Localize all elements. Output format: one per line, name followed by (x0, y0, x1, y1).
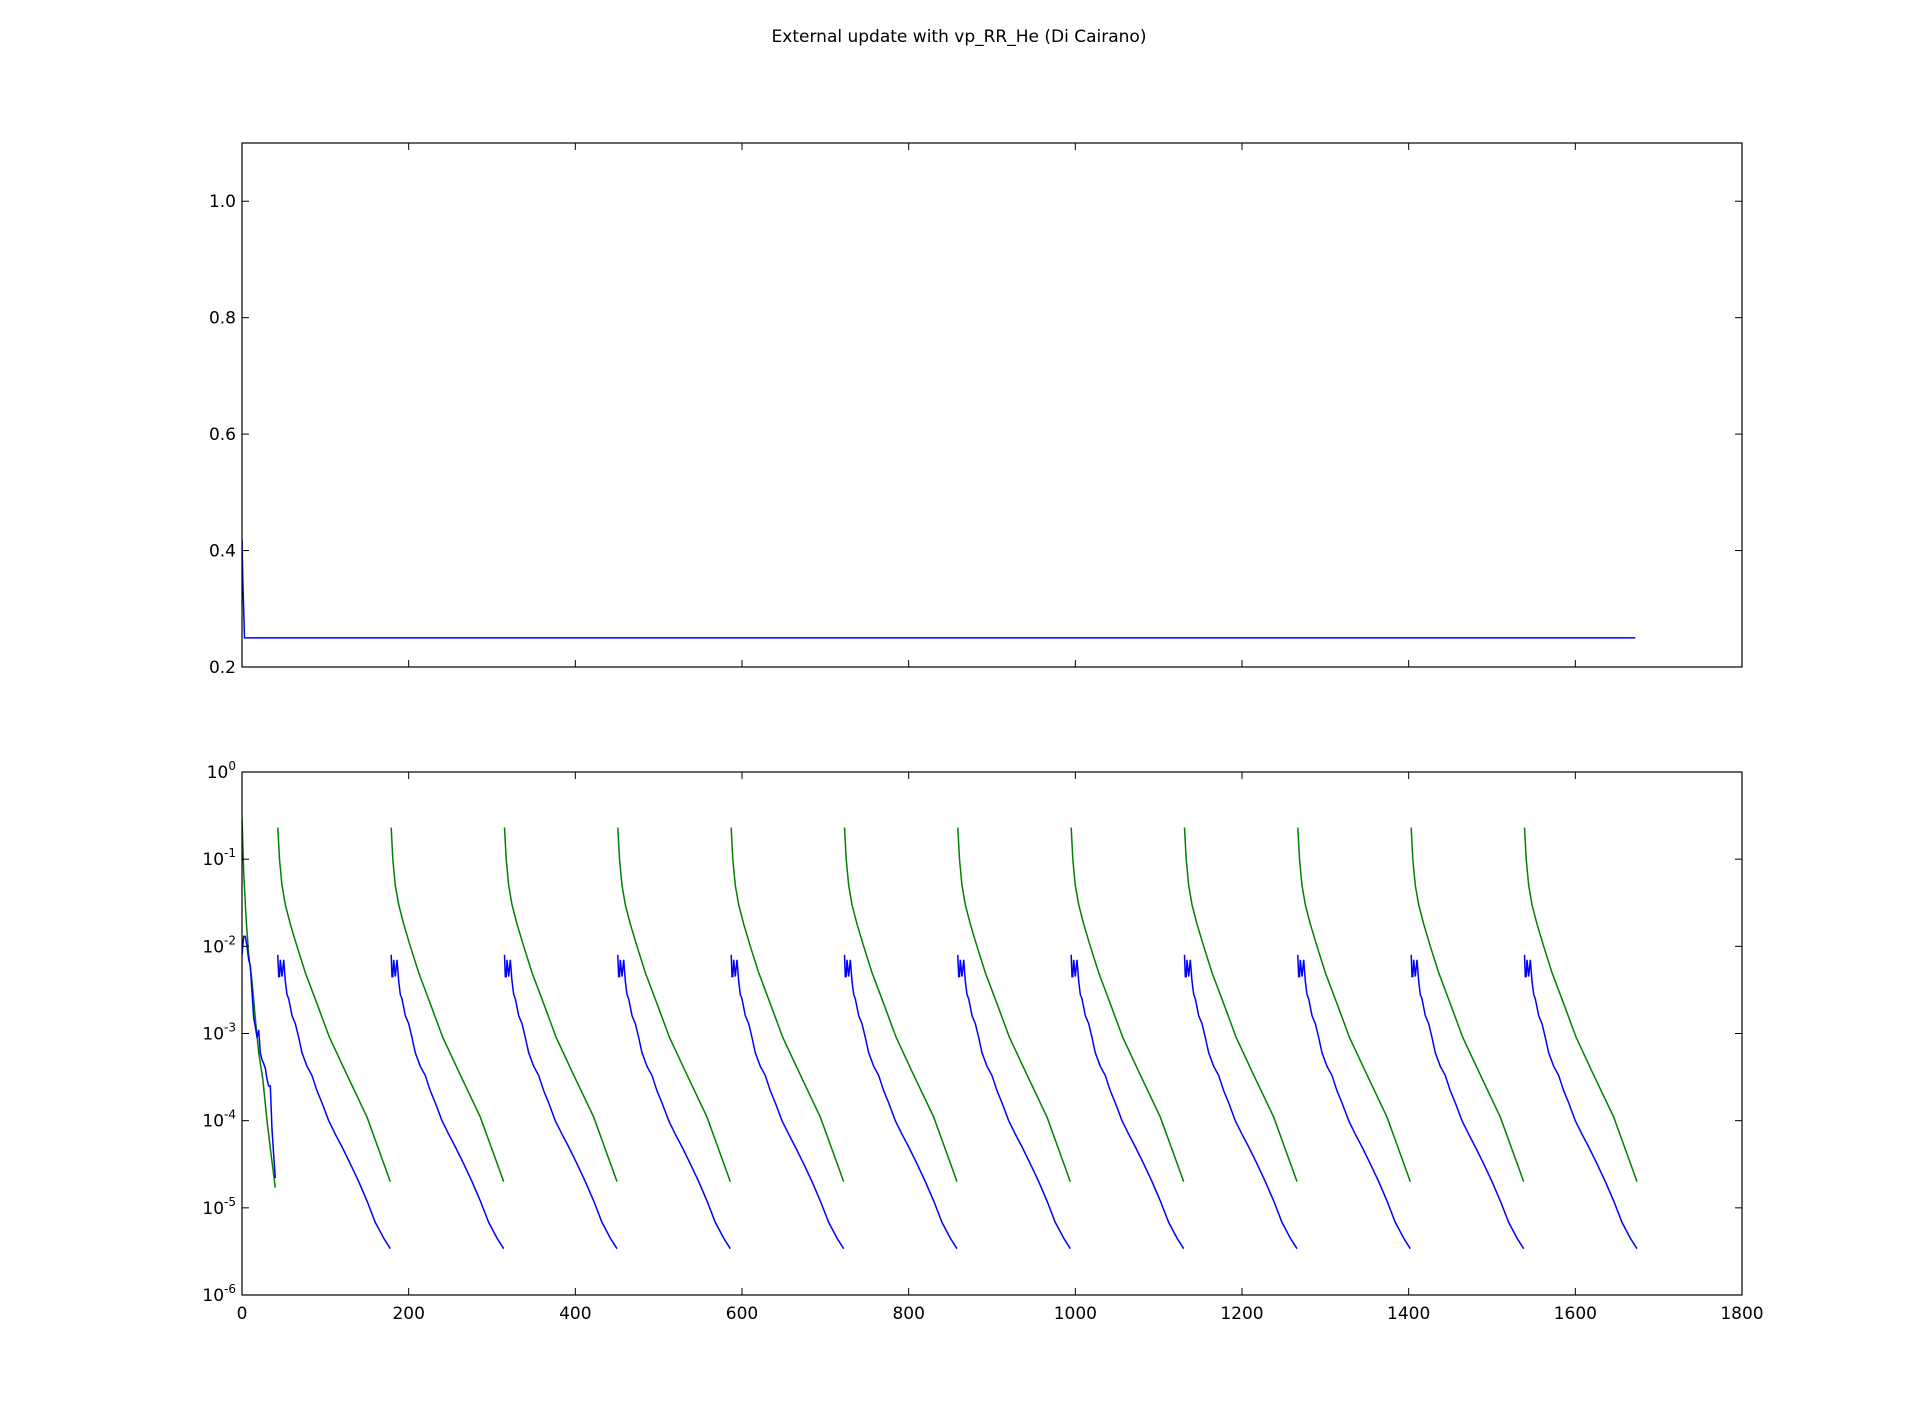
bottom-series-0-line-10 (1297, 827, 1412, 1182)
bottom-series-group (242, 817, 1638, 1250)
bottom-y-tick-label-0: 100 (207, 759, 236, 783)
bottom-y-tick-label-1: 10-1 (202, 846, 236, 870)
x-tick-label-1: 200 (392, 1304, 424, 1324)
x-tick-label-9: 1800 (1720, 1304, 1763, 1324)
bottom-series-1-line-1 (277, 954, 391, 1250)
x-tick-label-3: 600 (726, 1304, 758, 1324)
bottom-series-1-line-3 (503, 954, 618, 1250)
bottom-series-0-line-5 (730, 827, 845, 1182)
top-series-0-line-0 (242, 538, 1636, 639)
top-y-tick-label-2: 0.6 (209, 425, 236, 445)
x-tick-label-0: 0 (237, 1304, 248, 1324)
bottom-panel: 0 200 400 600 800 1000 1200 1400 1600 1800 100 10-1… (202, 759, 1763, 1324)
bottom-series-0-line-4 (617, 827, 732, 1182)
bottom-series-0-line-2 (390, 827, 505, 1182)
bottom-series-0-line-11 (1410, 827, 1525, 1182)
bottom-series-1-line-11 (1410, 954, 1525, 1250)
top-y-tick-label-3: 0.8 (209, 309, 236, 329)
x-tick-label-5: 1000 (1054, 1304, 1097, 1324)
bottom-y-tick-label-6: 10-6 (202, 1282, 236, 1306)
bottom-series-1-line-5 (730, 954, 845, 1250)
top-y-tick-label-4: 1.0 (209, 192, 236, 212)
bottom-series-1-line-8 (1070, 954, 1185, 1250)
bottom-series-0-line-1 (277, 827, 392, 1182)
bottom-series-1-line-2 (390, 954, 505, 1250)
bottom-series-1-line-10 (1297, 954, 1411, 1250)
bottom-series-0-line-0 (242, 817, 277, 1188)
bottom-series-1-line-7 (957, 954, 1071, 1250)
x-tick-label-8: 1600 (1554, 1304, 1597, 1324)
bottom-series-0-line-12 (1523, 827, 1638, 1182)
top-y-tick-label-1: 0.4 (209, 542, 236, 562)
bottom-y-tick-label-5: 10-5 (202, 1195, 236, 1219)
bottom-series-1-line-4 (617, 954, 731, 1250)
bottom-series-0-line-6 (843, 827, 958, 1182)
bottom-y-tick-label-3: 10-3 (202, 1021, 236, 1045)
bottom-series-0-line-7 (957, 827, 1072, 1182)
x-tick-label-7: 1400 (1387, 1304, 1430, 1324)
bottom-series-1-line-6 (843, 954, 958, 1250)
bottom-series-1-line-12 (1523, 954, 1638, 1250)
bottom-y-tick-label-2: 10-2 (202, 933, 236, 957)
top-axes-frame (241, 142, 1743, 668)
bottom-series-0-line-8 (1070, 827, 1185, 1182)
bottom-y-tick-label-4: 10-4 (202, 1108, 236, 1132)
bottom-series-0-line-3 (503, 827, 618, 1182)
x-tick-label-4: 800 (892, 1304, 924, 1324)
figure-title: External update with vp_RR_He (Di Cairan… (771, 27, 1147, 47)
x-tick-label-6: 1200 (1220, 1304, 1263, 1324)
top-y-tick-label-0: 0.2 (209, 658, 236, 678)
bottom-series-1-line-9 (1183, 954, 1298, 1250)
bottom-axes-frame (241, 771, 1743, 1296)
top-series-group (242, 538, 1636, 639)
bottom-series-1-line-0 (242, 935, 277, 1179)
x-tick-label-2: 400 (559, 1304, 591, 1324)
top-panel: 0.2 0.4 0.6 0.8 1.0 (209, 142, 1743, 678)
bottom-series-0-line-9 (1183, 827, 1298, 1182)
